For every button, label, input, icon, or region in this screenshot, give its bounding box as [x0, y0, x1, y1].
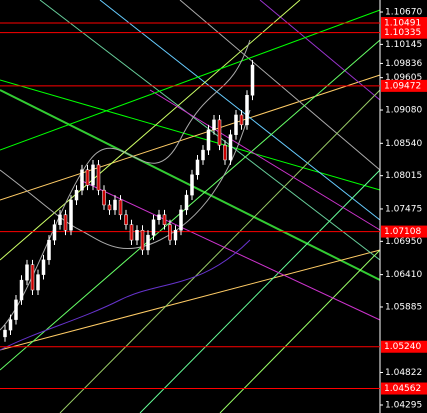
candle-body: [234, 114, 238, 135]
level-label-box: [381, 382, 427, 395]
candle-body: [184, 194, 189, 211]
candle-body: [30, 264, 35, 291]
y-tick-label: 1.08540: [385, 139, 422, 149]
candle-body: [223, 144, 227, 161]
y-tick-label: 1.04822: [385, 368, 422, 378]
level-label-box: [381, 17, 427, 30]
candle-body: [58, 214, 62, 225]
candle-body: [151, 219, 156, 236]
level-label: 1.10335: [384, 28, 421, 38]
candle-body: [217, 119, 222, 146]
y-tick-label: 1.07475: [385, 204, 422, 214]
candle-body: [19, 279, 24, 301]
level-label-box: [381, 340, 427, 353]
candle-body: [14, 299, 18, 320]
candle-body: [3, 329, 7, 338]
y-tick-label: 1.09080: [385, 106, 422, 116]
candle-body: [36, 274, 40, 291]
candle-body: [52, 224, 57, 241]
candle-body: [8, 319, 13, 331]
level-label-box: [381, 225, 427, 238]
level-label: 1.09472: [384, 81, 421, 91]
candle-body: [80, 169, 84, 191]
candle-body: [91, 164, 95, 186]
y-tick-label: 1.09836: [385, 59, 422, 69]
y-tick-label: 1.08015: [385, 171, 422, 181]
candle-body: [85, 169, 90, 186]
level-label-box: [381, 79, 427, 92]
candle-body: [157, 214, 161, 221]
candle-body: [140, 229, 145, 251]
candle-body: [74, 189, 79, 201]
candle-body: [173, 229, 178, 241]
candle-body: [69, 199, 73, 231]
candle-body: [245, 94, 249, 126]
candle-body: [96, 164, 101, 191]
candle-body: [107, 204, 112, 211]
y-tick-label: 1.10670: [385, 8, 422, 18]
candle-body: [135, 229, 139, 241]
candle-body: [195, 159, 200, 176]
candle-body: [168, 224, 172, 241]
candle-body: [206, 129, 211, 151]
level-label: 1.10491: [384, 19, 421, 29]
candle-body: [63, 214, 68, 231]
candle-body: [47, 239, 51, 261]
candle-body: [179, 209, 183, 231]
candle-body: [102, 189, 106, 206]
level-label: 1.05240: [384, 342, 421, 352]
y-tick-label: 1.10145: [385, 40, 422, 50]
candle-body: [129, 224, 134, 241]
candle-body: [250, 64, 255, 96]
candle-body: [201, 149, 205, 161]
candle-body: [146, 234, 150, 251]
candle-body: [118, 199, 123, 216]
level-label: 1.07108: [384, 227, 421, 237]
candle-body: [25, 264, 29, 281]
y-tick-label: 1.04295: [385, 400, 422, 410]
candle-body: [41, 259, 46, 275]
y-tick-label: 1.09605: [385, 73, 422, 83]
y-tick-label: 1.06410: [385, 270, 422, 280]
candle-body: [228, 134, 233, 161]
level-label: 1.04562: [384, 384, 421, 394]
candle-body: [162, 214, 167, 225]
candle-body: [239, 114, 244, 126]
candle-body: [190, 174, 194, 196]
candle-body: [113, 199, 117, 211]
level-label-box: [381, 26, 427, 39]
candle-body: [124, 214, 128, 225]
y-tick-label: 1.05885: [385, 302, 422, 312]
drawing-lines: [0, 0, 381, 413]
candle-body: [212, 119, 216, 131]
y-tick-label: 1.06950: [385, 237, 422, 247]
